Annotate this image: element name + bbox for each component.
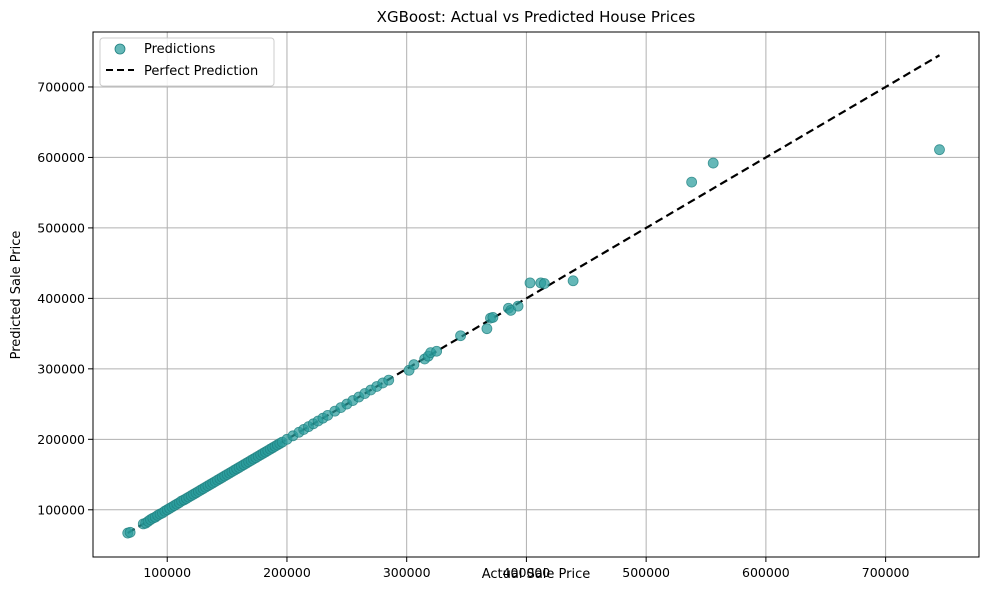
prediction-point bbox=[512, 300, 524, 312]
prediction-point bbox=[383, 374, 395, 386]
legend-label-perfect-prediction: Perfect Prediction bbox=[144, 64, 258, 79]
prediction-point bbox=[124, 526, 136, 538]
y-tick-label: 400000 bbox=[37, 291, 85, 306]
prediction-point bbox=[408, 359, 420, 371]
x-axis-ticks: 100000 200000 300000 400000 500000 600000 7000… bbox=[143, 557, 910, 580]
y-tick-label: 500000 bbox=[37, 220, 85, 235]
x-tick-label: 600000 bbox=[742, 565, 790, 580]
legend-label-predictions: Predictions bbox=[144, 42, 216, 57]
prediction-point bbox=[524, 277, 536, 289]
prediction-point bbox=[538, 278, 550, 289]
prediction-point bbox=[707, 157, 719, 169]
x-tick-label: 200000 bbox=[263, 565, 311, 580]
y-axis-label: Predicted Sale Price bbox=[9, 231, 24, 360]
prediction-point bbox=[455, 330, 466, 342]
y-tick-label: 100000 bbox=[37, 502, 85, 517]
y-tick-label: 200000 bbox=[37, 432, 85, 447]
plot-frame bbox=[92, 31, 980, 558]
prediction-point bbox=[487, 312, 499, 323]
y-axis-ticks: 100000 200000 300000 400000 500000 600000 7000… bbox=[37, 79, 93, 517]
legend-marker-predictions bbox=[114, 43, 126, 55]
prediction-point bbox=[567, 275, 579, 287]
x-tick-label: 100000 bbox=[143, 565, 191, 580]
x-tick-label: 700000 bbox=[862, 565, 910, 580]
legend: Predictions Perfect Prediction bbox=[99, 37, 275, 87]
grid bbox=[93, 32, 979, 557]
prediction-point bbox=[934, 144, 945, 156]
legend-box bbox=[99, 37, 275, 87]
prediction-point bbox=[686, 176, 698, 188]
prediction-point bbox=[481, 323, 493, 335]
x-tick-label: 400000 bbox=[503, 565, 551, 580]
x-tick-label: 300000 bbox=[383, 565, 431, 580]
prediction-point bbox=[431, 345, 443, 357]
prediction-points bbox=[122, 144, 945, 539]
x-axis-label: Actual Sale Price bbox=[482, 567, 591, 582]
chart-title: XGBoost: Actual vs Predicted House Price… bbox=[377, 8, 696, 26]
x-tick-label: 500000 bbox=[622, 565, 670, 580]
y-tick-label: 700000 bbox=[37, 79, 85, 94]
y-tick-label: 600000 bbox=[37, 150, 85, 165]
y-tick-label: 300000 bbox=[37, 361, 85, 376]
